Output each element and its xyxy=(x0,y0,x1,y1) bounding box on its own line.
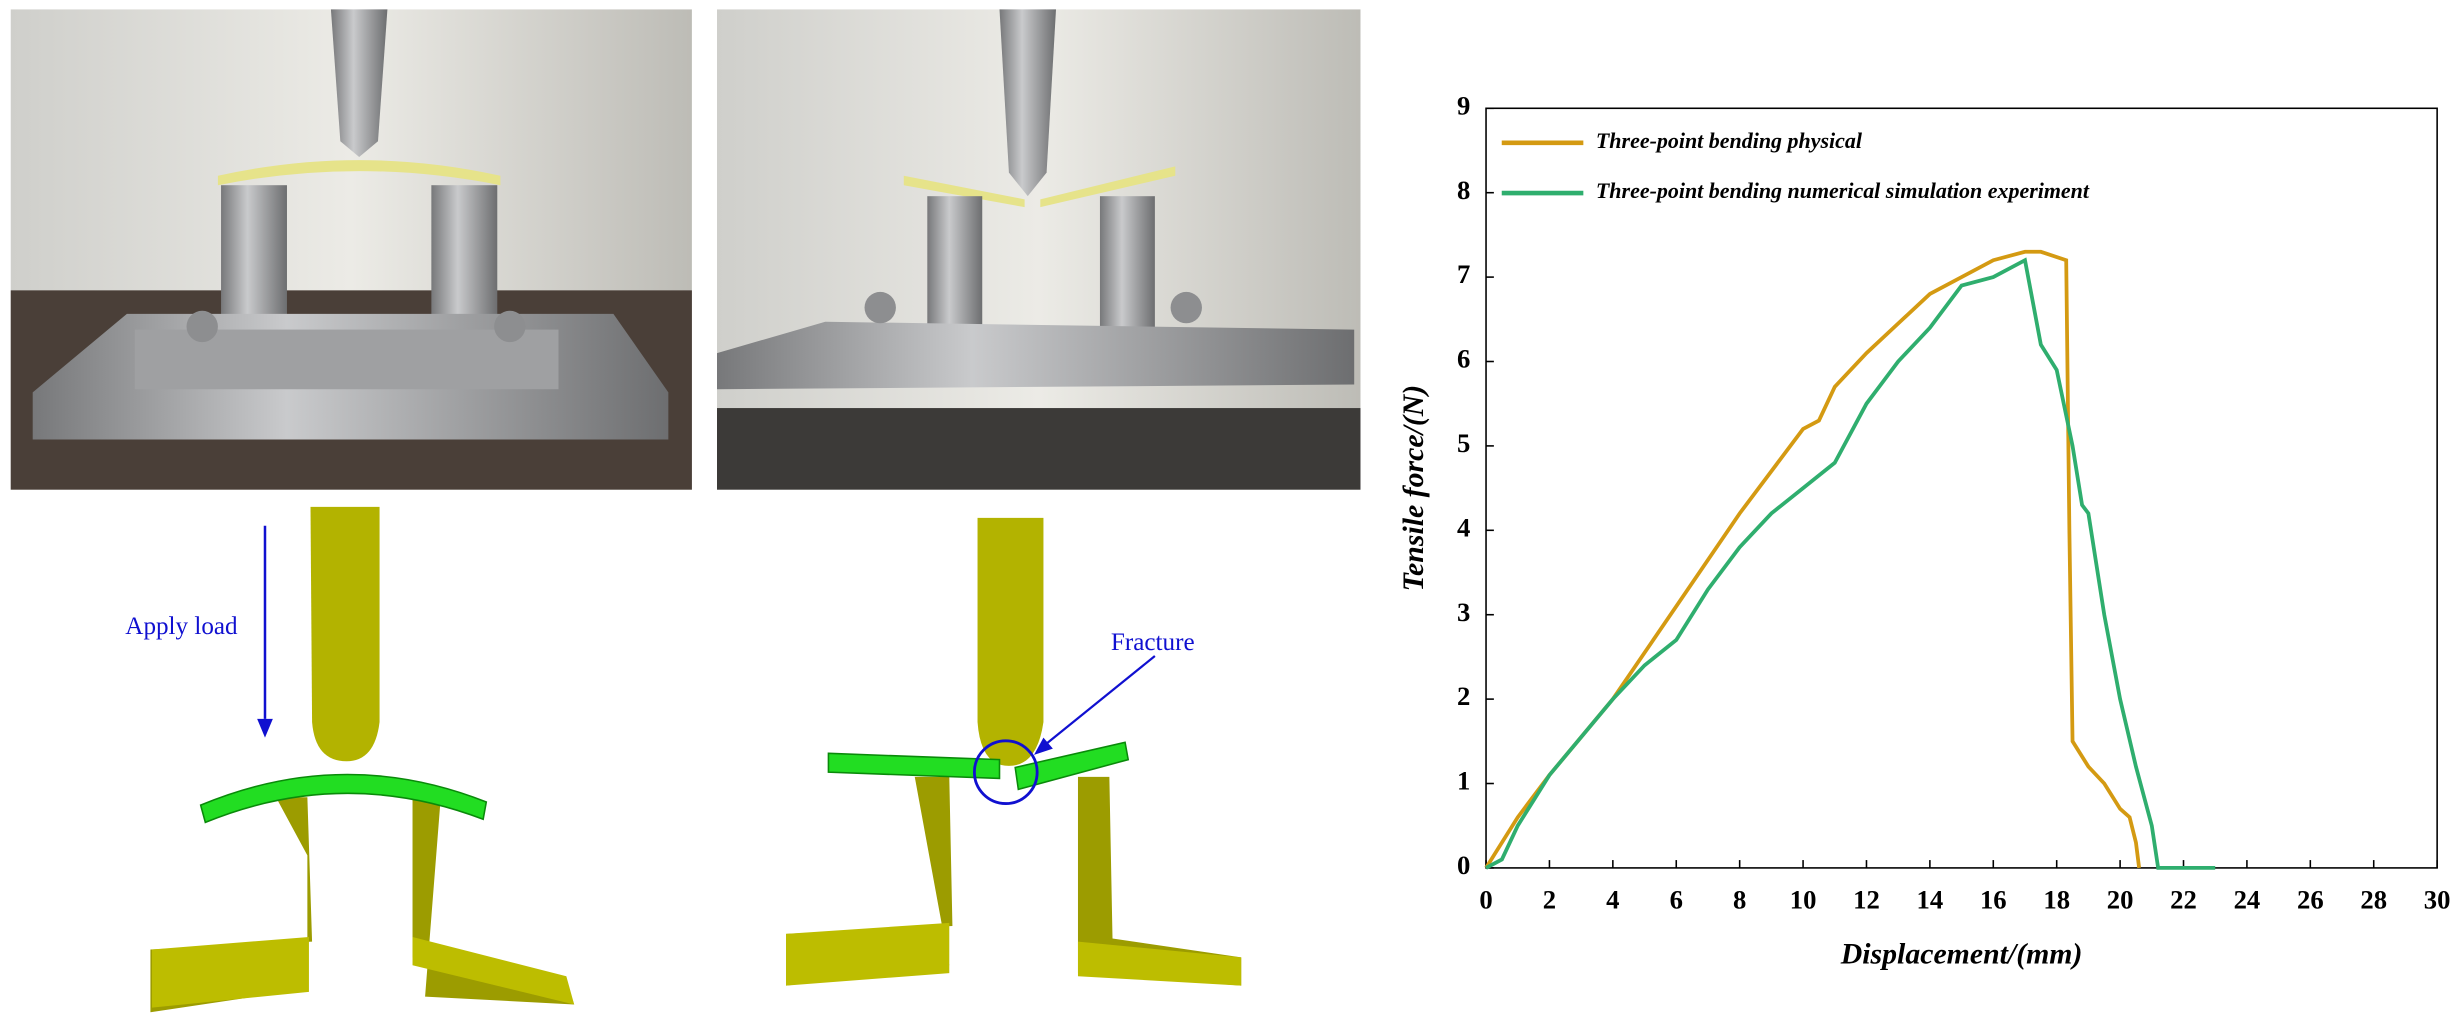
x-tick-label: 12 xyxy=(1853,885,1880,915)
y-tick-label: 8 xyxy=(1457,175,1470,205)
x-tick-label: 8 xyxy=(1733,885,1746,915)
x-tick-label: 20 xyxy=(2107,885,2134,915)
y-tick-label: 7 xyxy=(1457,259,1470,289)
photo-fractured xyxy=(717,9,1361,490)
x-axis-label: Displacement/(mm) xyxy=(1840,938,2083,971)
y-tick-label: 3 xyxy=(1457,597,1470,627)
x-tick-label: 30 xyxy=(2424,885,2451,915)
annotation: Fracture xyxy=(1111,629,1195,656)
legend-label: Three-point bending numerical simulation… xyxy=(1596,178,2090,203)
annotation: Apply load xyxy=(125,613,238,640)
y-tick-label: 6 xyxy=(1457,344,1470,374)
x-tick-label: 24 xyxy=(2234,885,2261,915)
plot-frame xyxy=(1485,107,2438,869)
y-tick-label: 9 xyxy=(1457,90,1470,120)
x-tick-label: 22 xyxy=(2170,885,2197,915)
x-tick-label: 10 xyxy=(1790,885,1817,915)
photo-intact xyxy=(10,9,692,490)
series-line xyxy=(1485,257,2216,870)
y-axis-label: Tensile force/(N) xyxy=(1397,385,1430,592)
y-tick-label: 4 xyxy=(1457,512,1470,542)
y-tick-label: 2 xyxy=(1457,681,1470,711)
y-tick-label: 0 xyxy=(1457,850,1470,880)
legend-label: Three-point bending physical xyxy=(1596,128,1863,153)
x-tick-label: 0 xyxy=(1479,885,1492,915)
x-tick-label: 18 xyxy=(2043,885,2070,915)
y-tick-label: 1 xyxy=(1457,766,1470,796)
x-tick-label: 6 xyxy=(1670,885,1683,915)
x-tick-label: 2 xyxy=(1543,885,1556,915)
x-tick-label: 26 xyxy=(2297,885,2324,915)
x-tick-label: 14 xyxy=(1917,885,1944,915)
series-line xyxy=(1484,249,2141,869)
y-tick-label: 5 xyxy=(1457,428,1470,458)
x-tick-label: 16 xyxy=(1980,885,2007,915)
diagram-load: Apply load xyxy=(125,506,575,1013)
x-tick-label: 28 xyxy=(2360,885,2387,915)
diagram-fracture: Fracture xyxy=(786,517,1242,986)
x-tick-label: 4 xyxy=(1606,885,1619,915)
